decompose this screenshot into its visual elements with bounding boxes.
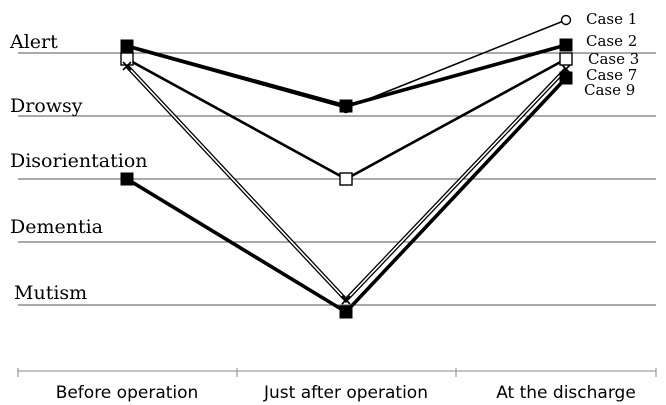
- marker-case-3: [339, 172, 353, 186]
- y-level-label: Disorientation: [10, 150, 148, 172]
- y-level-label: Alert: [9, 31, 58, 53]
- marker-case-2: [120, 39, 134, 53]
- legend-label-case-3: Case 3: [588, 50, 639, 68]
- legend-label-case-1: Case 1: [586, 10, 637, 28]
- marker-case-3: [120, 52, 134, 66]
- y-level-label: Mutism: [14, 282, 87, 304]
- marker-case-7: [341, 295, 351, 305]
- x-tick-label: At the discharge: [496, 383, 636, 403]
- legend-label-case-7: Case 7: [586, 66, 637, 84]
- y-level-label: Drowsy: [10, 95, 83, 117]
- series-line-case-3: [126, 57, 567, 181]
- marker-case-3: [559, 52, 573, 66]
- series-line-case-2: [126, 43, 567, 108]
- marker-case-7: [122, 61, 132, 71]
- y-level-label: Dementia: [10, 216, 103, 238]
- marker-case-9: [120, 172, 134, 186]
- marker-case-1: [560, 14, 572, 26]
- marker-case-9: [559, 71, 573, 85]
- marker-case-2: [339, 99, 353, 113]
- legend-label-case-2: Case 2: [586, 32, 637, 50]
- x-tick-label: Just after operation: [263, 383, 428, 403]
- x-tick-label: Before operation: [56, 383, 199, 403]
- marker-case-2: [559, 38, 573, 52]
- legend-label-case-9: Case 9: [584, 81, 635, 99]
- marker-case-9: [339, 305, 353, 319]
